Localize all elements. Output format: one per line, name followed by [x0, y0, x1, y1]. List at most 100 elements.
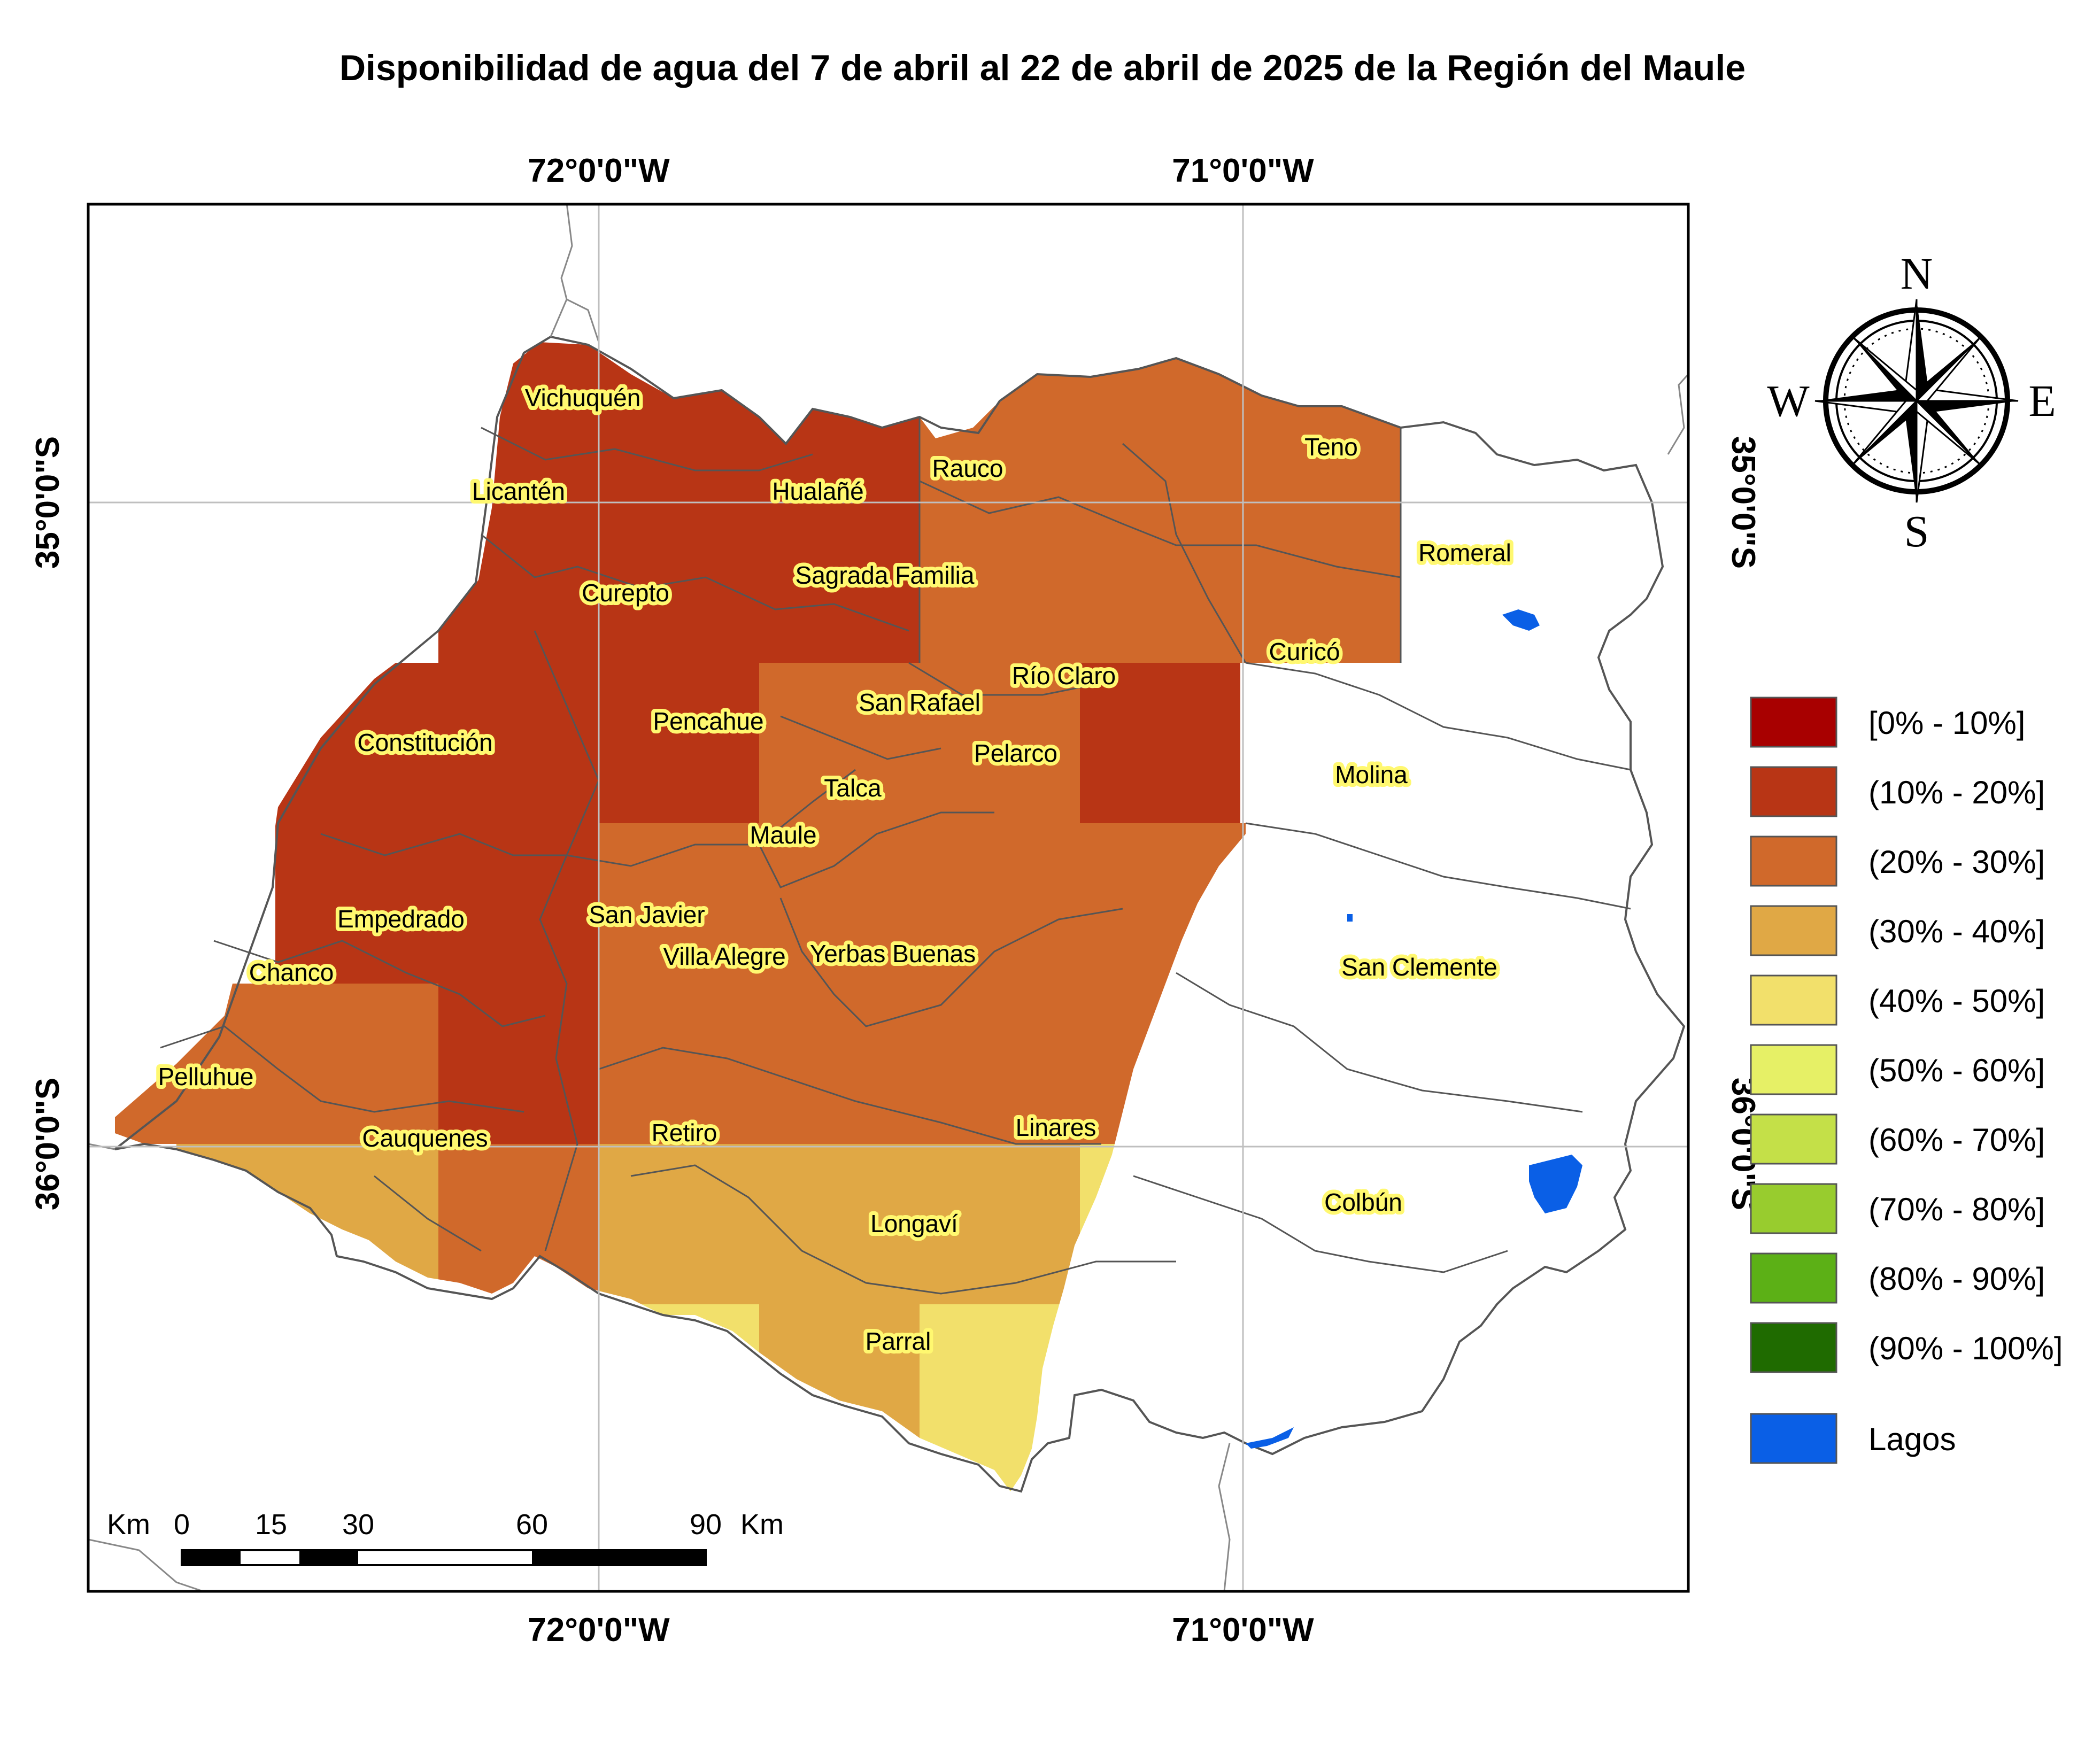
lat-label-left-36: 36°0'0"S [29, 1078, 66, 1210]
legend-item: (50% - 60%] [1750, 1044, 2045, 1095]
commune-boundaries [160, 417, 1631, 1295]
scale-tick-30: 30 [342, 1508, 374, 1541]
legend-item: (60% - 70%] [1750, 1113, 2045, 1165]
compass-north: N [1901, 249, 1933, 299]
legend-swatch [1750, 697, 1837, 748]
place-label: Colbún [1324, 1188, 1402, 1216]
compass-south: S [1904, 507, 1929, 556]
scale-bar: Km 0 15 30 60 90 Km [107, 1508, 784, 1566]
place-label: Parral [866, 1327, 931, 1355]
place-label: Talca [824, 774, 882, 802]
lake [1502, 609, 1540, 631]
scale-tick-90: 90 [690, 1508, 722, 1541]
place-label: Licantén [472, 477, 565, 505]
place-label: Cauquenes [362, 1124, 488, 1152]
cell-20-30 [759, 663, 1080, 823]
place-label: Pelarco [974, 739, 1057, 767]
place-label: San Javier [589, 901, 705, 929]
lake [1529, 1155, 1582, 1213]
legend-item: (40% - 50%] [1750, 974, 2045, 1026]
legend-item: (70% - 80%] [1750, 1183, 2045, 1234]
place-label: Curepto [582, 579, 669, 607]
legend-swatch [1750, 1044, 1837, 1095]
lon-label-top-71: 71°0'0"W [1172, 152, 1314, 189]
place-label: Rauco [932, 454, 1003, 482]
legend-label: (10% - 20%] [1868, 775, 2045, 810]
compass-west: W [1767, 376, 1810, 426]
place-label: Vichuquén [525, 384, 641, 412]
lat-label-left-35: 35°0'0"S [29, 436, 66, 569]
legend-swatch [1750, 1413, 1837, 1464]
legend-swatch [1750, 905, 1837, 956]
place-label: Yerbas Buenas [810, 940, 976, 968]
legend-swatch [1750, 974, 1837, 1026]
legend-item: (20% - 30%] [1750, 835, 2045, 887]
legend-swatch [1750, 1183, 1837, 1234]
legend-label: (30% - 40%] [1868, 914, 2045, 949]
scale-tick-15: 15 [255, 1508, 287, 1541]
lake [1246, 1427, 1294, 1449]
graticule [88, 204, 1688, 1591]
legend-label: (20% - 30%] [1868, 844, 2045, 880]
legend-swatch [1750, 1113, 1837, 1165]
legend-swatch [1750, 1252, 1837, 1304]
legend-label: [0% - 10%] [1868, 705, 2025, 741]
legend-item: [0% - 10%] [1750, 697, 2025, 748]
region-outline [88, 204, 1688, 1591]
place-label: Río Claro [1012, 662, 1116, 690]
place-label: Chanco [249, 958, 334, 986]
place-label: Curicó [1269, 638, 1340, 666]
place-label: Romeral [1418, 539, 1511, 567]
lon-label-top-72: 72°0'0"W [528, 152, 670, 189]
map-title: Disponibilidad de agua del 7 de abril al… [339, 48, 1746, 88]
legend-label: (80% - 90%] [1868, 1261, 2045, 1297]
cell-20-30 [115, 984, 438, 1144]
place-label: San Rafael [859, 688, 980, 716]
scale-unit-left: Km [107, 1508, 150, 1541]
place-label: Maule [750, 821, 816, 849]
cell-30-40 [176, 1144, 438, 1304]
map-frame [87, 203, 1690, 1593]
legend-item: (80% - 90%] [1750, 1252, 2045, 1304]
legend-label: (60% - 70%] [1868, 1122, 2045, 1158]
place-label: Linares [1016, 1113, 1096, 1141]
lat-label-right-35: 35°0'0"S [1725, 436, 1762, 569]
lon-label-bottom-72: 72°0'0"W [528, 1612, 670, 1649]
lake [1347, 914, 1353, 922]
place-label: San Clemente [1341, 953, 1497, 981]
cell-10-20 [438, 984, 599, 1144]
legend-item: Lagos [1750, 1413, 1956, 1464]
legend-item: (10% - 20%] [1750, 766, 2045, 817]
place-label: Empedrado [337, 905, 465, 933]
cell-10-20 [599, 663, 759, 823]
legend-swatch [1750, 766, 1837, 817]
legend-label: Lagos [1868, 1421, 1956, 1457]
compass-rose-icon: N S E W [1767, 249, 2056, 556]
place-label: Pencahue [653, 707, 763, 735]
cell-30-40 [599, 1144, 1080, 1304]
legend-label: (90% - 100%] [1868, 1330, 2063, 1366]
place-label: Longaví [870, 1210, 958, 1237]
legend-item: (30% - 40%] [1750, 905, 2045, 956]
legend-label: (40% - 50%] [1868, 983, 2045, 1019]
place-label: Pelluhue [158, 1063, 253, 1090]
scale-tick-60: 60 [516, 1508, 548, 1541]
place-label: Constitución [357, 729, 492, 756]
lakes [1246, 609, 1582, 1449]
scale-unit-right: Km [740, 1508, 784, 1541]
legend: [0% - 10%] (10% - 20%] (20% - 30%] (30% - 4… [1750, 697, 2063, 1464]
legend-swatch [1750, 1322, 1837, 1373]
place-label: Molina [1335, 761, 1408, 788]
place-label: Teno [1304, 433, 1358, 461]
cell-40-50 [599, 1304, 759, 1465]
place-label: Retiro [652, 1119, 717, 1147]
place-label: Villa Alegre [663, 942, 785, 970]
place-labels: Vichuquén Licantén Hualañé Rauco Teno Ro… [154, 380, 1515, 1359]
compass-east: E [2028, 376, 2056, 426]
legend-swatch [1750, 835, 1837, 887]
scale-tick-0: 0 [174, 1508, 190, 1541]
legend-label: (50% - 60%] [1868, 1053, 2045, 1088]
cell-10-20 [1080, 663, 1240, 823]
